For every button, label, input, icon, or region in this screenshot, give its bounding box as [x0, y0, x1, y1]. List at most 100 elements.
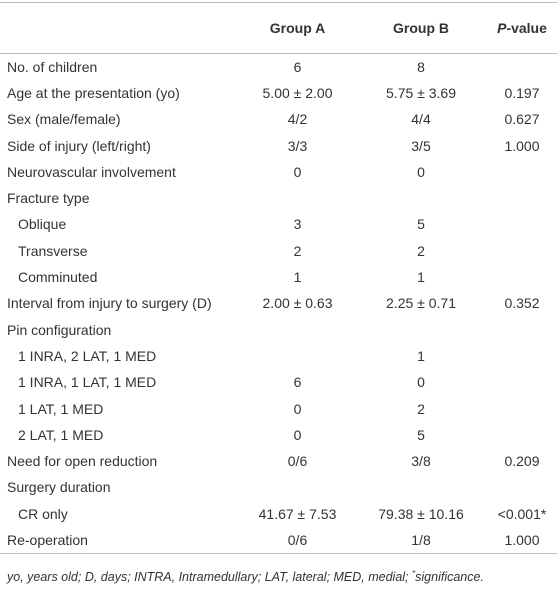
- table-cell: [487, 395, 557, 421]
- table-cell: [355, 316, 487, 342]
- table-cell: 4/4: [411, 111, 431, 128]
- table-row: 2 LAT, 1 MED 0 5: [0, 422, 557, 448]
- row-label: Transverse: [18, 242, 88, 259]
- table-cell: 4/2: [287, 111, 308, 128]
- row-label: Pin configuration: [7, 321, 112, 338]
- table-cell: 0/6: [240, 526, 355, 554]
- table-row: 1 INRA, 1 LAT, 1 MED 6 0: [0, 369, 557, 395]
- table-cell: 1.000: [487, 526, 557, 554]
- row-label: Fracture type: [7, 190, 90, 207]
- table-cell: 1.000: [504, 137, 540, 154]
- row-label: Re-operation: [0, 526, 240, 554]
- table-cell: 0.352: [504, 295, 540, 312]
- row-label: Sex (male/female): [7, 111, 121, 128]
- footnote-text: yo, years old; D, days; INTRA, Intramedu…: [7, 570, 413, 585]
- table-row: Re-operation 0/6 1/8 1.000: [0, 526, 557, 554]
- table-cell: 1: [417, 269, 425, 286]
- table-cell: [487, 211, 557, 237]
- table-cell: [355, 185, 487, 211]
- row-label: Side of injury (left/right): [7, 137, 151, 154]
- table-cell: 0: [417, 163, 425, 180]
- header-cell: Group A: [240, 2, 355, 54]
- row-label: Age at the presentation (yo): [7, 84, 180, 101]
- table-body: No. of children 6 8 Age at the presentation…: [0, 54, 557, 554]
- table-cell: 0: [417, 374, 425, 391]
- table-cell: [487, 474, 557, 500]
- table-cell: [487, 343, 557, 369]
- table-row: No. of children 6 8: [0, 54, 557, 80]
- table-cell: 0.627: [504, 111, 540, 128]
- table-row: Transverse 2 2: [0, 238, 557, 264]
- table-cell: 1: [417, 347, 425, 364]
- table-cell: 6: [293, 58, 302, 75]
- table-cell: [487, 264, 557, 290]
- data-table: Group A Group B P-value No. of children 6…: [0, 2, 557, 554]
- footnote-marker: *: [412, 569, 416, 578]
- table-cell: [355, 474, 487, 500]
- table-cell: 5.00 ± 2.00: [262, 84, 333, 101]
- table-row: Pin configuration: [0, 316, 557, 342]
- table-row: Surgery duration: [0, 474, 557, 500]
- row-label: No. of children: [7, 58, 98, 75]
- row-label: Comminuted: [18, 269, 98, 286]
- table-cell: 2.00 ± 0.63: [262, 295, 333, 312]
- header-text: P: [497, 20, 507, 36]
- footnote: yo, years old; D, days; INTRA, Intramedu…: [7, 569, 484, 584]
- table-cell: [487, 422, 557, 448]
- table-cell: 0.197: [504, 84, 540, 101]
- row-label: Need for open reduction: [7, 453, 158, 470]
- table-row: Age at the presentation (yo) 5.00 ± 2.00 5…: [0, 80, 557, 106]
- row-label: 2 LAT, 1 MED: [18, 426, 104, 443]
- table-row: Sex (male/female) 4/2 4/4 0.627: [0, 106, 557, 132]
- row-label: 1 INRA, 2 LAT, 1 MED: [18, 347, 157, 364]
- header-cell: [0, 2, 240, 54]
- table-row: Neurovascular involvement 0 0: [0, 159, 557, 185]
- row-label: 1 INRA, 1 LAT, 1 MED: [18, 374, 157, 391]
- table-cell: [240, 185, 355, 211]
- row-label: CR only: [18, 505, 68, 522]
- header-cell: Group B: [355, 2, 487, 54]
- table-cell: 6: [293, 374, 302, 391]
- table-cell: [487, 54, 557, 80]
- table-cell: 41.67 ± 7.53: [258, 505, 337, 522]
- table-cell: [487, 159, 557, 185]
- table-cell: 3/3: [287, 137, 308, 154]
- table-row: CR only 41.67 ± 7.53 79.38 ± 10.16 <0.001*: [0, 501, 557, 527]
- table-cell: [487, 185, 557, 211]
- table-cell: 0: [293, 426, 302, 443]
- table-cell: [487, 316, 557, 342]
- table-cell: [240, 343, 355, 369]
- row-label: Neurovascular involvement: [7, 163, 176, 180]
- table-row: 1 LAT, 1 MED 0 2: [0, 395, 557, 421]
- table-cell: 2.25 ± 0.71: [386, 295, 456, 312]
- table-row: Side of injury (left/right) 3/3 3/5 1.000: [0, 132, 557, 158]
- table-cell: 79.38 ± 10.16: [378, 505, 464, 522]
- table-cell: 0: [293, 163, 302, 180]
- table-cell: 3/5: [411, 137, 431, 154]
- table-row: Comminuted 1 1: [0, 264, 557, 290]
- table-cell: [240, 316, 355, 342]
- table-cell: 0.209: [504, 453, 540, 470]
- table-row: Need for open reduction 0/6 3/8 0.209: [0, 448, 557, 474]
- table-cell: 5: [417, 216, 425, 233]
- row-label: Surgery duration: [7, 479, 111, 496]
- table-row: Interval from injury to surgery (D) 2.00 …: [0, 290, 557, 316]
- table-cell: 1: [293, 269, 302, 286]
- table-cell: 8: [417, 58, 425, 75]
- row-label: Interval from injury to surgery (D): [7, 295, 212, 312]
- table-cell: 0: [293, 400, 302, 417]
- table-cell: [240, 474, 355, 500]
- footnote-text: significance.: [415, 570, 484, 585]
- header-row: Group A Group B P-value: [0, 2, 557, 54]
- row-label: Oblique: [18, 216, 67, 233]
- table-cell: 3/8: [411, 453, 431, 470]
- table-row: Oblique 3 5: [0, 211, 557, 237]
- table-row: 1 INRA, 2 LAT, 1 MED 1: [0, 343, 557, 369]
- header-cell: P-value: [487, 2, 557, 54]
- header-text: -value: [506, 20, 547, 36]
- table-cell: 2: [293, 242, 302, 259]
- table-row: Fracture type: [0, 185, 557, 211]
- table-cell: 3: [293, 216, 302, 233]
- table-cell: 5: [417, 426, 425, 443]
